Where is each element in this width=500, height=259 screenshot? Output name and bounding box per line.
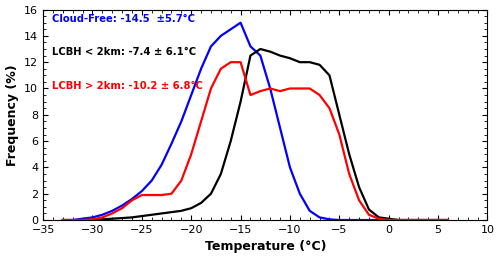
Text: LCBH > 2km: -10.2 ± 6.8°C: LCBH > 2km: -10.2 ± 6.8°C: [52, 81, 203, 91]
Text: LCBH < 2km: -7.4 ± 6.1°C: LCBH < 2km: -7.4 ± 6.1°C: [52, 47, 196, 57]
X-axis label: Temperature (°C): Temperature (°C): [204, 240, 326, 254]
Y-axis label: Frequency (%): Frequency (%): [6, 64, 18, 166]
Text: Cloud-Free: -14.5  ±5.7°C: Cloud-Free: -14.5 ±5.7°C: [52, 14, 195, 24]
